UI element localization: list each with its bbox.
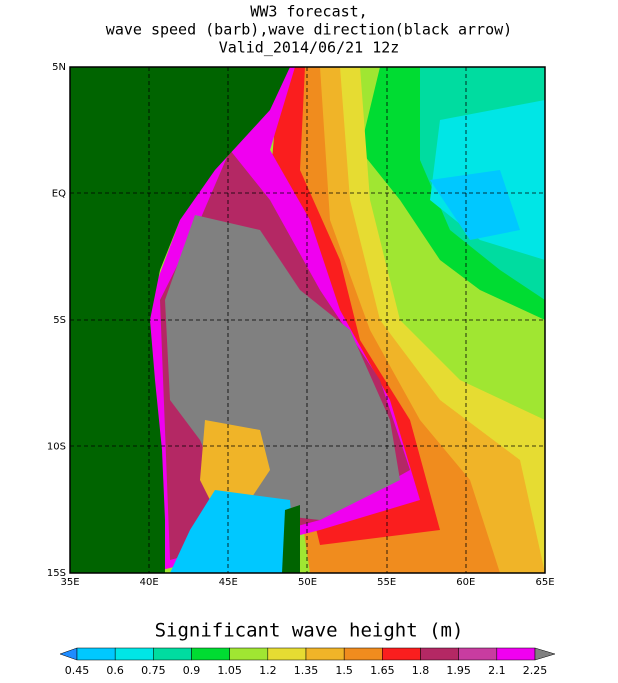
- title-line: WW3 forecast,: [250, 3, 367, 21]
- x-axis-label: 50E: [298, 577, 317, 588]
- x-axis-label: 55E: [377, 577, 396, 588]
- land: [70, 67, 290, 573]
- colorbar-tick-label: 1.65: [370, 664, 395, 677]
- colorbar-bin: [76, 647, 116, 661]
- field: [430, 170, 520, 240]
- y-axis-label: 5S: [53, 315, 66, 326]
- title-line: wave speed (barb),wave direction(black a…: [106, 21, 512, 39]
- colorbar: 0.45 0.6 0.75 0.9 1.05 1.2 1.35 1.5 1.65 1.8 1.95 2…: [59, 647, 556, 677]
- y-axis-label: 5N: [52, 62, 66, 73]
- colorbar-tick-label: 1.8: [412, 664, 430, 677]
- land: [282, 505, 300, 573]
- colorbar-bin: [420, 647, 459, 661]
- axes: 35E 40E 45E 50E 55E 60E 65E 5N EQ 5S 10S 15S: [47, 62, 555, 588]
- map-frame: [69, 66, 546, 574]
- x-axis-label: 60E: [456, 577, 475, 588]
- x-axis-label: 40E: [140, 577, 159, 588]
- colorbar-bin: [153, 647, 192, 661]
- colorbar-extend: [534, 647, 556, 661]
- colorbar-bin: [114, 647, 154, 661]
- colorbar-bin: [305, 647, 345, 661]
- field: [170, 490, 295, 573]
- colorbar-tick-label: 0.9: [183, 664, 201, 677]
- colorbar-tick-label: 1.05: [217, 664, 242, 677]
- colorbar-bin: [496, 647, 536, 661]
- colorbar-tick-label: 1.35: [294, 664, 319, 677]
- x-axis-label: 45E: [219, 577, 238, 588]
- colorbar-tick-label: 0.75: [141, 664, 166, 677]
- colorbar-extend: [59, 647, 78, 661]
- colorbar-bin: [191, 647, 230, 661]
- colorbar-bin: [229, 647, 269, 661]
- colorbar-tick-label: 1.95: [446, 664, 471, 677]
- colorbar-bin: [382, 647, 421, 661]
- map: [69, 66, 546, 574]
- y-axis-label: 15S: [47, 568, 66, 579]
- x-axis-label: 35E: [60, 577, 79, 588]
- y-axis-label: EQ: [52, 189, 66, 200]
- colorbar-bin: [458, 647, 498, 661]
- colorbar-tick-label: 0.45: [65, 664, 90, 677]
- colorbar-tick-label: 2.25: [523, 664, 548, 677]
- colorbar-tick-label: 0.6: [106, 664, 124, 677]
- x-axis-label: 65E: [535, 577, 554, 588]
- y-axis-label: 10S: [47, 442, 66, 453]
- colorbar-tick-label: 2.1: [488, 664, 506, 677]
- colorbar-bin: [267, 647, 307, 661]
- colorbar-tick-label: 1.5: [335, 664, 353, 677]
- colorbar-tick-label: 1.2: [259, 664, 277, 677]
- colorbar-label: Significant wave height (m): [155, 620, 464, 642]
- title-line: Valid_2014/06/21 12z: [219, 39, 400, 57]
- colorbar-bin: [343, 647, 383, 661]
